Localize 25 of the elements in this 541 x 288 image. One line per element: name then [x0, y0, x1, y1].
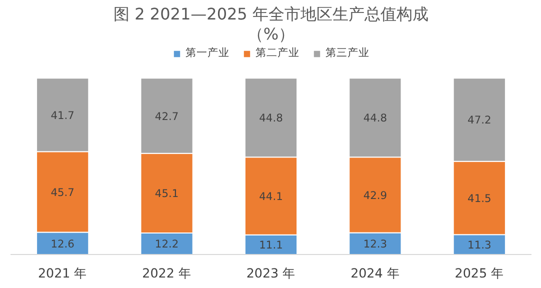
legend-label: 第一产业 [186, 46, 230, 60]
chart-subtitle: （%） [247, 24, 295, 44]
x-tick-label: 2023 年 [246, 266, 296, 280]
legend-label: 第三产业 [326, 46, 370, 60]
data-label: 12.6 [50, 237, 75, 250]
data-label: 42.7 [154, 110, 179, 123]
data-label: 44.8 [363, 112, 388, 125]
data-label: 44.1 [259, 190, 283, 204]
x-tick-label: 2022 年 [142, 266, 192, 280]
data-label: 41.5 [468, 192, 492, 205]
data-label: 41.7 [50, 108, 74, 122]
x-tick-label: 2024 年 [350, 266, 400, 280]
data-label: 11.3 [468, 238, 492, 252]
chart-title: 图 2 2021—2025 年全市地区生产总值构成 [114, 4, 428, 24]
x-tick-label: 2025 年 [454, 266, 504, 280]
data-label: 47.2 [468, 114, 492, 127]
data-label: 42.9 [363, 188, 388, 202]
data-label: 44.8 [259, 112, 284, 125]
data-label: 45.1 [154, 187, 179, 200]
data-label: 12.2 [154, 238, 179, 251]
data-label: 11.1 [259, 238, 283, 252]
legend-label: 第二产业 [256, 46, 300, 60]
data-label: 12.3 [363, 238, 388, 251]
data-label: 45.7 [50, 186, 74, 199]
x-tick-label: 2021 年 [38, 266, 88, 280]
